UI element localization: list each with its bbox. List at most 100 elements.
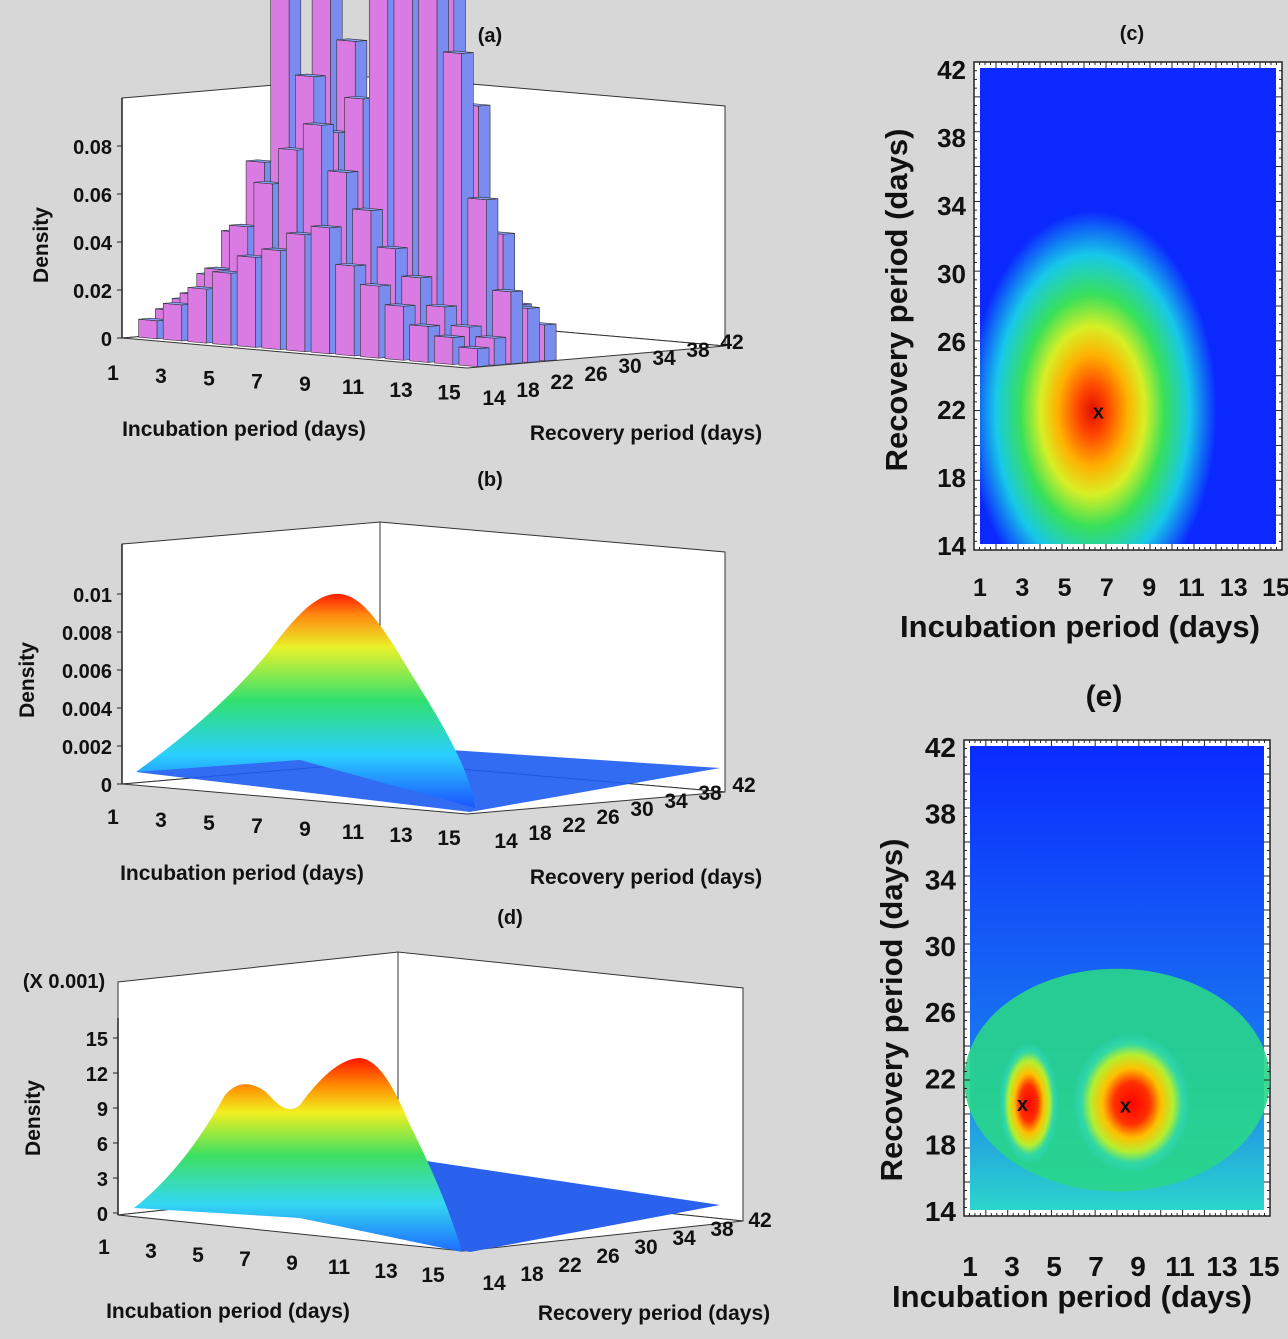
bar-side [493,336,507,366]
bar-front [236,255,256,348]
y-tick-label: 18 [516,379,540,402]
y-tick-label: 42 [720,331,743,354]
x-tick-label: 11 [342,821,365,844]
y-axis-title: Recovery period (days) [530,866,762,889]
z-tick-label: 0 [101,775,112,797]
y-tick-label: 34 [652,347,676,370]
y-tick-label: 18 [528,822,552,845]
bar-top [352,207,383,211]
bar-top [451,324,482,328]
x-tick-label: 3 [145,1240,157,1263]
panel-a-label: (a) [478,25,502,47]
x-tick-label: 13 [389,379,412,402]
x-tick-label: 7 [251,815,263,838]
bar-top [295,73,326,77]
bar-side [544,323,557,362]
x-tick-label: 11 [1178,574,1205,602]
x-tick-label: 7 [251,370,263,393]
bar-front [261,248,281,350]
x-axis-title: Incubation period (days) [892,1279,1252,1314]
x-tick-label: 9 [286,1252,298,1275]
z-tick-label: 12 [86,1064,108,1086]
y-tick-label: 34 [937,191,966,221]
y-tick-label: 38 [698,782,722,805]
y-tick-label: 18 [520,1263,544,1286]
z-axis-title: Density [16,642,39,718]
y-tick-label: 26 [937,327,966,357]
bar-side [527,307,540,363]
bar-front [360,284,380,359]
bar-side [510,290,523,365]
bar-front [310,225,330,355]
x-tick-label: 9 [1142,574,1156,602]
bar-top [409,323,440,327]
bar-top [443,50,474,54]
x-tick-label: 1 [962,1251,978,1282]
z-axis-title: Density [30,207,53,283]
mode-marker: x [1093,401,1104,423]
x-tick-label: 13 [374,1260,397,1283]
bar-top [467,196,498,200]
bar-top [336,38,367,42]
bar-front [187,287,207,344]
y-tick-label: 30 [937,259,966,289]
x-tick-label: 7 [1088,1251,1104,1282]
z-tick-label: 0.02 [73,281,112,303]
y-tick-label: 42 [925,732,956,763]
x-tick-label: 13 [389,824,412,847]
surface-peaks [134,1058,462,1252]
bar-top [492,288,523,293]
bar-top [377,245,408,249]
y-tick-label: 22 [550,371,573,394]
z-tick-label: 6 [97,1134,108,1156]
bar-top [311,224,342,229]
bar-top [401,274,432,279]
bar-side [477,347,490,368]
y-axis-title: Recovery period (days) [874,839,909,1182]
bar-front [138,318,158,340]
y-tick-label: 26 [596,1245,619,1268]
x-tick-label: 3 [1004,1251,1020,1282]
x-tick-label: 5 [1058,574,1072,602]
bar-front [458,346,478,368]
x-tick-label: 1 [973,574,987,602]
y-tick-label: 18 [925,1130,956,1161]
y-tick-label: 22 [925,1063,956,1094]
z-tick-label: 0.08 [73,137,112,159]
x-tick-label: 15 [421,1264,445,1287]
mode-marker: x [1017,1094,1028,1116]
x-axis-title: Incubation period (days) [900,609,1260,644]
panel-d-label: (d) [497,907,523,929]
z-tick-label: 0.04 [73,233,113,255]
heatmap-fill [980,68,1276,544]
x-axis-title: Incubation period (days) [122,418,366,441]
x-tick-label: 11 [328,1256,351,1279]
x-tick-label: 13 [1206,1251,1237,1282]
z-tick-label: 0.002 [62,737,112,759]
x-tick-label: 9 [1130,1251,1146,1282]
y-tick-label: 42 [937,55,966,85]
blob-right [1072,1033,1191,1173]
y-tick-label: 14 [937,531,966,561]
y-tick-label: 42 [732,774,755,797]
bar-top [327,169,358,173]
y-tick-label: 30 [925,931,956,962]
z-tick-label: 0 [97,1204,108,1226]
y-axis-title: Recovery period (days) [538,1302,770,1325]
y-tick-label: 38 [686,339,710,362]
x-tick-label: 11 [1165,1251,1195,1282]
y-tick-label: 22 [937,395,966,425]
x-tick-label: 13 [1220,574,1248,602]
z-tick-label: 3 [97,1169,108,1191]
z-tick-label: 15 [86,1029,108,1051]
y-tick-label: 38 [710,1218,734,1241]
x-tick-label: 1 [107,806,119,829]
x-tick-label: 3 [1015,574,1029,602]
panel-b-label: (b) [477,469,503,491]
bar-top [475,335,506,339]
y-tick-label: 42 [748,1209,771,1232]
